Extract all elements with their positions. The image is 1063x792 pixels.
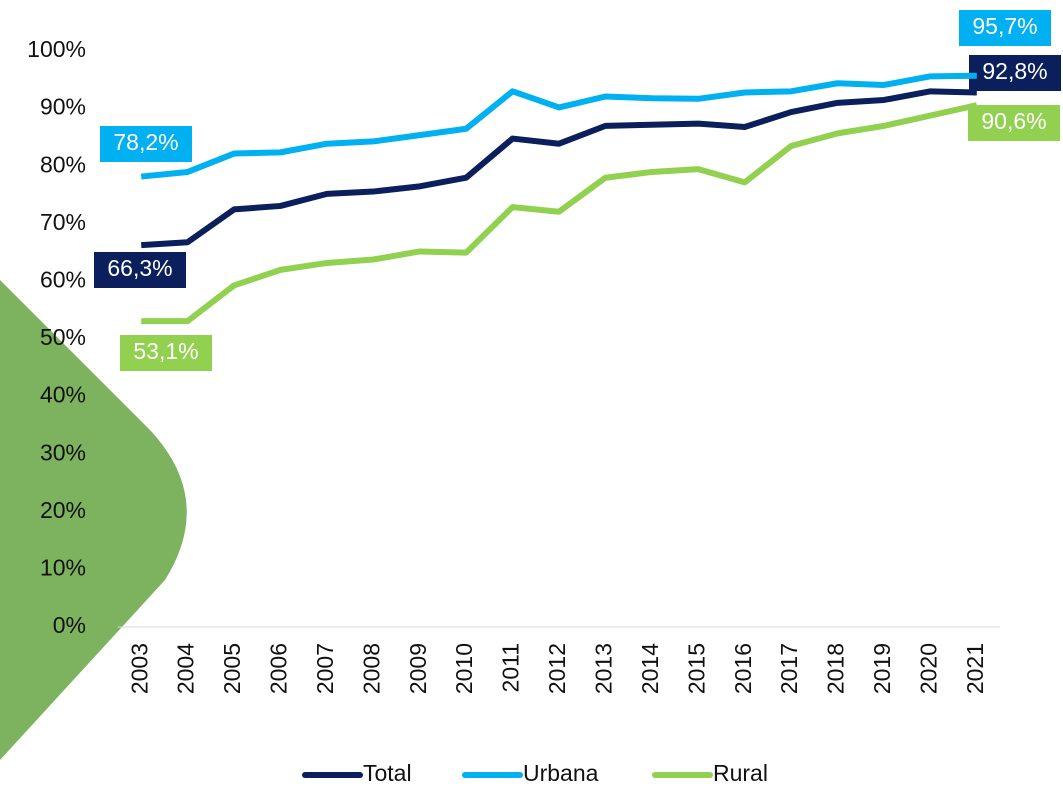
x-tick-label: 2007	[312, 643, 338, 694]
y-tick-label: 50%	[40, 324, 86, 350]
line-series	[140, 72, 977, 180]
legend-label: Rural	[713, 760, 768, 786]
data-label: 66,3%	[107, 255, 172, 281]
data-label: 92,8%	[982, 58, 1047, 84]
y-tick-label: 0%	[53, 612, 86, 638]
x-tick-label: 2010	[451, 643, 477, 694]
y-tick-label: 90%	[40, 94, 86, 120]
x-tick-label: 2011	[498, 643, 524, 692]
y-tick-label: 70%	[40, 209, 86, 235]
data-label-box	[94, 252, 186, 288]
decorative-shape	[0, 280, 187, 760]
data-label: 95,7%	[972, 13, 1037, 39]
x-tick-label: 2012	[544, 643, 570, 694]
data-label-box	[100, 126, 192, 162]
line-series	[141, 88, 977, 249]
legend-label: Urbana	[523, 760, 599, 786]
x-tick-label: 2016	[730, 643, 756, 694]
data-label: 78,2%	[113, 129, 178, 155]
data-label-box	[959, 10, 1051, 46]
x-tick-label: 2017	[776, 643, 802, 694]
x-tick-label: 2013	[590, 643, 616, 694]
x-tick-label: 2018	[823, 643, 849, 694]
x-tick-label: 2021	[962, 643, 988, 694]
x-tick-label: 2009	[405, 643, 431, 694]
x-tick-label: 2005	[219, 643, 245, 694]
line-series	[141, 102, 978, 325]
y-tick-label: 80%	[40, 151, 86, 177]
y-tick-label: 20%	[40, 497, 86, 523]
data-label-box	[969, 55, 1061, 91]
x-tick-label: 2020	[915, 643, 941, 694]
legend-label: Total	[363, 760, 412, 786]
y-tick-label: 10%	[40, 554, 86, 580]
x-tick-label: 2019	[869, 643, 895, 694]
y-tick-label: 30%	[40, 439, 86, 465]
data-label-box	[968, 105, 1060, 141]
x-tick-label: 2006	[266, 643, 292, 694]
x-tick-label: 2003	[126, 643, 152, 694]
y-tick-label: 100%	[27, 36, 86, 62]
data-label: 90,6%	[981, 108, 1046, 134]
x-tick-label: 2004	[173, 643, 199, 694]
data-label-box	[120, 335, 212, 371]
x-tick-label: 2015	[683, 643, 709, 694]
data-label: 53,1%	[133, 338, 198, 364]
y-tick-label: 60%	[40, 266, 86, 292]
y-tick-label: 40%	[40, 382, 86, 408]
x-tick-label: 2008	[358, 643, 384, 694]
x-tick-label: 2014	[637, 643, 663, 694]
